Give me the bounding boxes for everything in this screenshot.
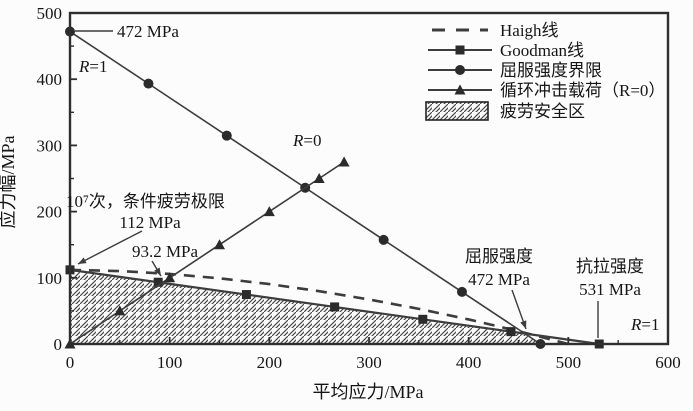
y-axis-title: 应力幅/MPa — [0, 135, 18, 228]
x-tick-label: 400 — [456, 353, 482, 372]
legend-label: 屈服强度界限 — [500, 61, 602, 80]
annotation-text: R=1 — [78, 57, 107, 76]
legend-item-square: Goodman线 — [428, 41, 584, 60]
annotation-r-equals-1-bottom: R=1 — [630, 315, 659, 334]
triangle-marker — [338, 156, 350, 167]
axes: 0 100 200 300 400 500 600 0 100 200 300 400 500 — [37, 4, 681, 372]
annotation-fatigue-limit: 10⁷次，条件疲劳极限 112 MPa — [66, 192, 225, 265]
annotation-r-equals-0: R=0 — [292, 131, 321, 150]
annotation-text: 10⁷次，条件疲劳极限 — [66, 192, 225, 211]
annotation-leader-line — [77, 230, 143, 265]
annotation-yield-intercept-top: 472 MPa — [75, 22, 179, 41]
circle-marker — [378, 234, 389, 245]
square-marker — [153, 277, 163, 287]
legend-label: 疲劳安全区 — [500, 102, 585, 121]
circle-marker — [455, 65, 465, 75]
legend-label: 循环冲击载荷（R=0） — [500, 81, 665, 100]
x-tick-label: 100 — [157, 353, 183, 372]
legend-item-triangle: 循环冲击载荷（R=0） — [428, 81, 665, 100]
triangle-marker — [214, 239, 225, 250]
annotation-text: R=1 — [630, 315, 659, 334]
square-marker — [506, 327, 516, 337]
triangle-marker — [114, 305, 126, 316]
legend-item-dash: Haigh线 — [432, 21, 559, 40]
annotation-text: R=0 — [292, 131, 321, 150]
y-tick-label: 400 — [37, 70, 63, 89]
arrowhead — [154, 267, 161, 276]
series-0 — [69, 268, 569, 346]
legend-item-circle: 屈服强度界限 — [428, 61, 602, 80]
legend-label: Haigh线 — [500, 21, 559, 40]
x-tick-label: 0 — [66, 353, 75, 372]
annotation-yield-strength: 屈服强度 472 MPa — [465, 247, 533, 330]
y-tick-label: 500 — [37, 4, 63, 23]
annotation-text: 472 MPa — [468, 270, 530, 289]
annotation-text: 抗拉强度 — [576, 257, 644, 276]
triangle-marker — [454, 84, 466, 95]
annotation-tensile-strength: 抗拉强度 531 MPa — [576, 257, 644, 338]
triangle-marker — [313, 173, 325, 183]
legend-hatch-swatch — [425, 101, 489, 121]
x-axis-title: 平均应力/MPa — [312, 382, 423, 402]
chart-generated-content: 0 100 200 300 400 500 600 0 100 200 300 400 500 Haigh… — [37, 4, 681, 372]
arrowhead — [78, 257, 87, 264]
y-tick-label: 300 — [37, 136, 63, 155]
circle-marker — [143, 78, 154, 89]
square-marker — [455, 45, 465, 55]
x-tick-label: 300 — [356, 353, 382, 372]
y-tick-label: 200 — [37, 203, 63, 222]
y-tick-label: 0 — [54, 335, 63, 354]
legend-item-hatch: 疲劳安全区 — [425, 101, 585, 121]
annotation-r-equals-1-top: R=1 — [78, 57, 107, 76]
annotation-text: 112 MPa — [119, 213, 181, 232]
square-marker — [418, 314, 428, 324]
x-tick-label: 500 — [556, 353, 582, 372]
series-line — [69, 268, 569, 346]
fatigue-safe-region — [70, 269, 541, 344]
y-tick-label: 100 — [37, 269, 63, 288]
square-marker — [330, 302, 340, 312]
annotation-text: 531 MPa — [579, 280, 641, 299]
square-marker — [241, 290, 251, 300]
legend-label: Goodman线 — [500, 41, 584, 60]
circle-marker — [456, 286, 467, 297]
circle-marker — [221, 130, 232, 141]
triangle-marker — [263, 206, 275, 217]
x-tick-label: 200 — [257, 353, 283, 372]
x-tick-label: 600 — [655, 353, 681, 372]
annotation-text: 472 MPa — [117, 22, 179, 41]
annotation-text: 93.2 MPa — [132, 242, 199, 261]
triangle-marker — [164, 272, 176, 283]
annotation-text: 屈服强度 — [465, 247, 533, 266]
series-3 — [64, 156, 350, 349]
arrowhead — [520, 320, 527, 329]
annotation-point-93-2: 93.2 MPa — [132, 242, 199, 277]
